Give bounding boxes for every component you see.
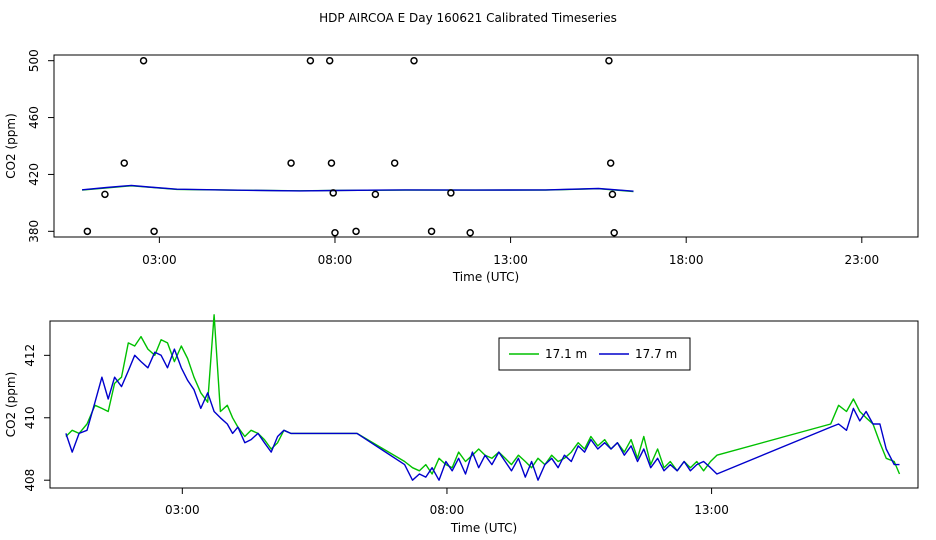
y-tick-label: 420 <box>27 163 41 186</box>
y-tick-label: 500 <box>27 49 41 72</box>
x-tick-label: 13:00 <box>493 253 528 267</box>
y-tick-label: 380 <box>27 220 41 243</box>
x-tick-label: 18:00 <box>669 253 704 267</box>
x-axis-label: Time (UTC) <box>450 521 517 535</box>
x-tick-label: 08:00 <box>318 253 353 267</box>
plot-frame <box>53 54 919 238</box>
data-point <box>329 189 337 197</box>
legend-label: 17.1 m <box>545 347 587 361</box>
series-line-blue <box>82 184 634 192</box>
data-point <box>371 190 380 199</box>
data-point <box>306 56 315 65</box>
chart-title: HDP AIRCOA E Day 160621 Calibrated Times… <box>319 11 617 25</box>
x-tick-label: 13:00 <box>694 503 729 517</box>
y-tick-label: 408 <box>23 469 37 492</box>
data-point <box>150 227 158 236</box>
data-point <box>325 56 334 65</box>
data-point <box>466 228 474 237</box>
legend: 17.1 m 17.7 m <box>498 337 691 371</box>
data-point <box>352 227 360 236</box>
plot-frame <box>49 320 919 489</box>
legend-label: 17.7 m <box>635 347 677 361</box>
top-panel-scatter-chart: 03:00 08:00 13:00 18:00 23:00 380 420 460 500 Tim… <box>4 49 919 284</box>
data-point <box>605 56 613 65</box>
data-point <box>427 227 436 236</box>
data-point <box>120 159 128 167</box>
y-tick-label: 412 <box>23 344 37 367</box>
x-tick-label: 23:00 <box>845 253 880 267</box>
data-point <box>410 56 418 65</box>
data-point <box>390 159 399 167</box>
x-tick-label: 08:00 <box>430 503 465 517</box>
data-point <box>610 228 618 237</box>
x-tick-label: 03:00 <box>142 253 177 267</box>
data-point <box>83 227 92 236</box>
data-point <box>447 189 455 197</box>
series-line-blue <box>65 348 900 481</box>
data-point <box>606 159 615 167</box>
bottom-panel-line-chart: 03:00 08:00 13:00 408 410 412 Time (UTC) CO2 (p… <box>4 314 919 535</box>
y-tick-label: 410 <box>23 406 37 429</box>
data-point <box>331 228 339 237</box>
y-tick-label: 460 <box>27 106 41 129</box>
y-axis-label: CO2 (ppm) <box>4 372 18 438</box>
data-point <box>327 159 336 167</box>
data-point <box>139 56 148 65</box>
data-point <box>608 190 617 199</box>
data-point <box>101 190 109 199</box>
y-axis-label: CO2 (ppm) <box>4 113 18 179</box>
x-axis-label: Time (UTC) <box>452 270 519 284</box>
x-tick-label: 03:00 <box>165 503 200 517</box>
data-point <box>287 159 295 167</box>
